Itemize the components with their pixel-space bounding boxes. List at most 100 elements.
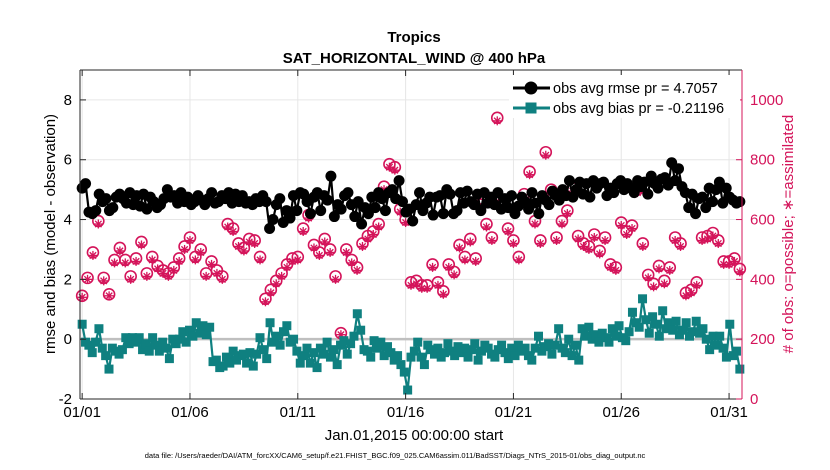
assimilated-count-marker [88, 250, 98, 260]
bias-point [104, 364, 114, 374]
bias-point [406, 352, 416, 362]
assimilated-count-marker [250, 238, 260, 248]
bias-point [201, 330, 211, 340]
bias-point [362, 346, 372, 356]
y-tick-label: -2 [59, 391, 72, 408]
bias-point [339, 336, 349, 346]
bias-point [242, 358, 252, 368]
rmse-point [90, 205, 102, 217]
bias-point [84, 340, 94, 350]
bias-point [383, 342, 393, 352]
right-y-tick-label: 600 [750, 212, 775, 229]
bias-point [638, 294, 648, 304]
assimilated-count-marker [131, 256, 141, 266]
bias-point [248, 361, 258, 371]
bias-point [181, 337, 191, 347]
x-axis-ticks: 01/01 01/06 01/11 01/16 01/21 01/26 01/31 [63, 70, 748, 421]
bias-point [148, 333, 158, 343]
bias-point [342, 349, 352, 359]
assimilated-count-marker [320, 237, 330, 247]
bias-point [372, 343, 382, 353]
assimilated-count-marker [331, 274, 341, 284]
right-y-tick-label: 0 [750, 391, 758, 408]
rmse-point [141, 203, 153, 215]
chart-title: Tropics [387, 29, 440, 46]
bias-point [658, 306, 668, 316]
bias-point [265, 318, 275, 328]
bias-point [510, 351, 520, 361]
bias-point [433, 343, 443, 353]
legend-box [509, 75, 740, 118]
assimilated-count-marker [99, 276, 109, 286]
assimilated-count-marker [611, 265, 621, 275]
assimilated-count-marker [325, 247, 335, 257]
assimilated-count-marker [708, 231, 718, 241]
assimilated-count-marker [622, 230, 632, 239]
bias-point [413, 337, 423, 347]
rmse-point [533, 208, 545, 220]
assimilated-count-marker [298, 227, 308, 237]
assimilated-count-marker [627, 224, 637, 234]
assimilated-count-marker [104, 291, 114, 301]
assimilated-count-marker [77, 292, 87, 302]
assimilated-count-marker [573, 234, 583, 244]
bias-point [450, 351, 460, 361]
bias-point [731, 346, 741, 356]
bias-point [463, 352, 473, 362]
bias-point [379, 351, 389, 361]
bias-point [443, 339, 453, 349]
rmse-point [720, 182, 732, 194]
bias-point [349, 331, 359, 341]
assimilated-count-marker [309, 243, 319, 253]
bias-point [473, 355, 483, 365]
bias-point [416, 352, 426, 362]
bias-point [221, 352, 231, 362]
rmse-point [325, 170, 337, 182]
bias-point [476, 346, 486, 356]
assimilated-count-marker [185, 235, 195, 245]
bias-series [77, 294, 745, 395]
obs-count-markers [75, 111, 747, 340]
bias-point [245, 348, 255, 358]
assimilated-count-marker [110, 258, 120, 268]
bias-point [698, 324, 708, 334]
bias-point [440, 348, 450, 358]
assimilated-count-marker [471, 256, 481, 266]
x-tick-label: 01/06 [171, 404, 209, 421]
rmse-point [267, 214, 279, 226]
x-tick-label: 01/21 [495, 404, 533, 421]
assimilated-count-marker [460, 255, 470, 265]
bias-point [591, 330, 601, 340]
rmse-point [379, 205, 391, 217]
bias-point [272, 331, 282, 341]
assimilated-count-marker [196, 247, 206, 257]
assimilated-count-marker [676, 241, 686, 251]
assimilated-count-marker [455, 243, 465, 253]
bias-point [346, 339, 356, 349]
right-y-tick-label: 400 [750, 271, 775, 288]
rmse-point [322, 194, 334, 206]
bias-point [117, 345, 127, 355]
bias-point [460, 343, 470, 353]
assimilated-count-marker [239, 246, 249, 256]
assimilated-count-marker [271, 279, 281, 289]
rmse-point [342, 187, 354, 199]
bias-point [671, 316, 681, 326]
bias-point [282, 321, 292, 331]
bias-point [550, 340, 560, 350]
assimilated-count-marker [136, 240, 146, 250]
assimilated-count-marker [562, 209, 572, 219]
assimilated-count-marker [686, 288, 696, 298]
assimilated-count-marker [169, 265, 179, 275]
bias-point [490, 352, 500, 362]
bias-point [292, 346, 302, 356]
assimilated-count-marker [433, 280, 443, 290]
assimilated-count-marker [163, 271, 173, 281]
bias-point [574, 355, 584, 365]
bias-point [735, 364, 745, 374]
bias-point [500, 348, 510, 358]
assimilated-count-marker [713, 238, 723, 248]
assimilated-count-marker [314, 250, 324, 260]
assimilated-count-marker [535, 238, 545, 248]
assimilated-count-marker [638, 241, 648, 251]
